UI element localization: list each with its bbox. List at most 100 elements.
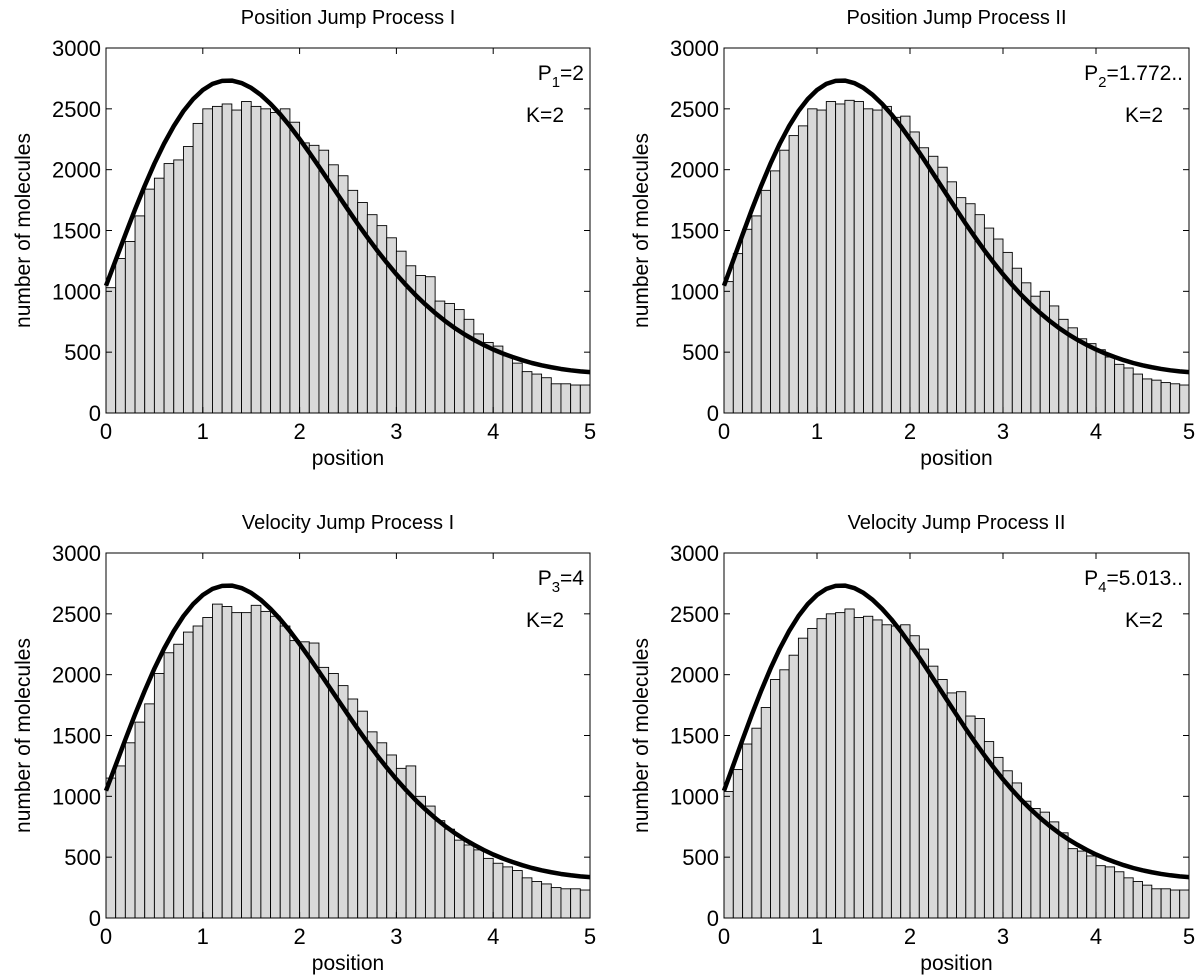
histogram-bar — [270, 615, 281, 919]
histogram-bar — [163, 652, 175, 919]
y-tick-label: 3000 — [52, 36, 101, 61]
y-tick-label: 1000 — [52, 279, 101, 304]
x-tick-label: 4 — [1090, 419, 1102, 444]
histogram-bar — [163, 163, 175, 414]
x-tick-label: 3 — [390, 924, 402, 949]
histogram-bar — [863, 615, 874, 919]
histogram-bar — [192, 122, 204, 414]
histogram-bar — [1002, 770, 1013, 919]
histogram-bar — [483, 341, 494, 414]
histogram-bar — [270, 112, 281, 414]
histogram-bar — [308, 642, 320, 919]
histogram-bar — [424, 276, 436, 414]
histogram-bar — [928, 665, 939, 919]
histogram-bar — [779, 149, 790, 414]
histogram-bar — [872, 619, 883, 919]
histogram-bar — [202, 108, 213, 414]
histogram-bar — [1160, 382, 1171, 414]
x-tick-label: 3 — [997, 419, 1009, 444]
y-tick-label: 1000 — [52, 784, 101, 809]
histogram-bar — [853, 617, 864, 919]
histogram-bar — [318, 149, 330, 414]
histogram-bar — [328, 164, 339, 414]
y-tick-label: 2500 — [52, 97, 101, 122]
histogram-bar — [835, 103, 846, 414]
histogram-bar — [1179, 384, 1190, 414]
histogram-bar — [1114, 871, 1125, 919]
y-tick-label: 500 — [64, 340, 101, 365]
histogram-bar — [1095, 865, 1106, 919]
histogram-bar — [289, 121, 301, 414]
histogram-bar — [560, 888, 572, 919]
histogram-bar — [115, 258, 126, 414]
histogram-bar — [473, 849, 484, 919]
chart-panel-1: 0 1 2 3 4 5 0 500 1000 1500 2000 2500 3000 Position J… — [12, 7, 596, 470]
histogram-bar — [299, 142, 310, 414]
y-tick-label: 500 — [682, 340, 719, 365]
histogram-bar — [221, 103, 233, 414]
y-tick-label: 3000 — [670, 36, 719, 61]
histogram-bar — [770, 679, 781, 919]
histogram-bar — [424, 805, 436, 919]
x-tick-label: 2 — [904, 419, 916, 444]
histogram-bar — [173, 159, 184, 414]
histogram-bar — [318, 666, 330, 919]
histogram-bar — [797, 125, 809, 414]
histogram-bar — [1039, 811, 1050, 919]
histogram-bar — [1067, 848, 1078, 919]
x-tick-label: 4 — [1090, 924, 1102, 949]
param-subscript: 4 — [1098, 579, 1106, 596]
parameter-annotation: P3=4 — [538, 567, 585, 596]
histogram-bar — [770, 170, 781, 414]
histogram-bar — [231, 612, 242, 919]
param-value: =1.772.. — [1107, 62, 1183, 85]
histogram-bar — [308, 144, 320, 414]
histogram-bar — [863, 108, 874, 414]
histogram-bar — [260, 610, 272, 919]
fit-curve — [103, 78, 591, 375]
y-tick-label: 0 — [707, 401, 719, 426]
histogram-bar — [751, 215, 762, 414]
histogram-bar — [723, 281, 734, 414]
histogram-bar — [492, 862, 504, 919]
histogram-bar — [825, 101, 837, 414]
x-tick-label: 1 — [197, 924, 209, 949]
y-tick-label: 1500 — [52, 219, 101, 244]
histogram-bar — [1058, 832, 1069, 919]
histogram-bar — [1142, 884, 1153, 919]
histogram-bar — [1142, 378, 1153, 414]
histogram-bar — [192, 625, 204, 919]
histogram-bar — [844, 608, 855, 919]
y-axis-label: number of molecules — [630, 638, 653, 833]
y-tick-label: 2000 — [670, 663, 719, 688]
histogram-bar — [742, 228, 753, 414]
fit-curve — [721, 583, 1190, 880]
histogram-bar — [444, 828, 455, 919]
histogram-bar — [807, 627, 818, 919]
x-tick-label: 2 — [293, 419, 305, 444]
histogram-bar — [816, 109, 827, 414]
y-tick-label: 1000 — [670, 784, 719, 809]
histogram-bar — [579, 889, 591, 919]
k-annotation: K=2 — [1125, 104, 1163, 127]
y-tick-label: 1500 — [52, 724, 101, 749]
y-tick-label: 1000 — [670, 279, 719, 304]
histogram-bar — [1151, 888, 1162, 919]
histogram-bar — [182, 146, 194, 414]
chart-panel-4: 0 1 2 3 4 5 0 500 1000 1500 2000 2500 3000 Velocity J… — [630, 512, 1195, 975]
histogram-bar — [279, 108, 291, 414]
histogram-bar — [105, 287, 117, 414]
k-annotation: K=2 — [1125, 609, 1163, 632]
histogram-bar — [1179, 889, 1190, 919]
parameter-annotation: P1=2 — [538, 62, 584, 91]
histogram-bar — [807, 108, 818, 414]
histogram-bar — [366, 731, 378, 919]
histogram-bar — [1086, 855, 1097, 919]
histogram-bar — [241, 101, 252, 414]
histogram-bar — [918, 147, 930, 414]
histogram-bar — [502, 866, 514, 919]
x-tick-label: 1 — [197, 419, 209, 444]
y-axis-label: number of molecules — [12, 133, 35, 328]
x-tick-label: 0 — [718, 924, 730, 949]
histogram-bar — [144, 188, 155, 414]
